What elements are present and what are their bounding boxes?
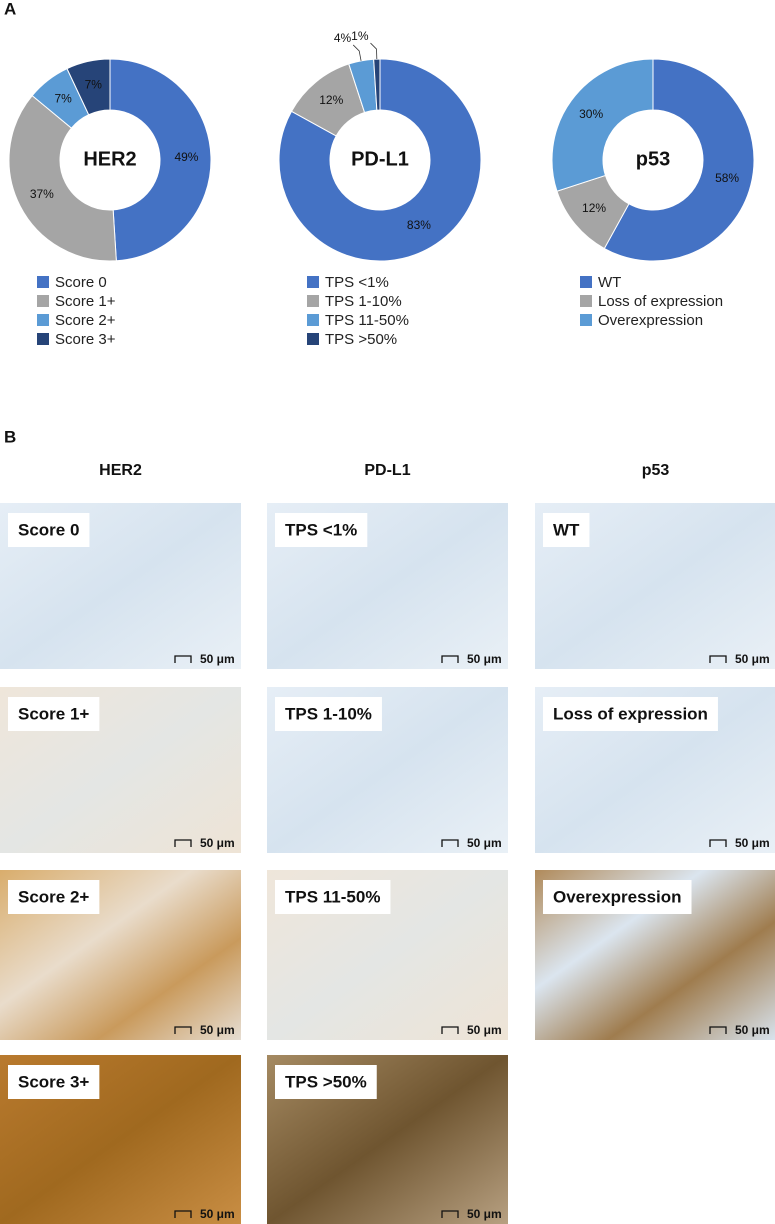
legend-label: Score 1+ (55, 293, 116, 310)
legend-swatch (37, 314, 49, 326)
legend-label: TPS <1% (325, 274, 389, 291)
legend-label: Overexpression (598, 312, 703, 329)
panel-label: B (4, 427, 16, 446)
image-label: Loss of expression (553, 704, 708, 723)
donut-segment (8, 94, 117, 262)
scale-bar (441, 839, 459, 847)
donut-segment (66, 58, 111, 116)
label-box (8, 697, 100, 731)
legend-swatch (580, 295, 592, 307)
label-box (543, 880, 692, 914)
label-box (275, 513, 368, 547)
image-label: TPS 1-10% (285, 704, 372, 723)
image-label: Score 1+ (18, 704, 89, 723)
data-label: 1% (351, 29, 369, 43)
scale-bar (441, 1210, 459, 1218)
label-box (543, 513, 590, 547)
column-title: HER2 (99, 462, 142, 479)
scale-label: 50 μm (200, 836, 235, 850)
scale-bar (441, 1026, 459, 1034)
data-label: 7% (54, 92, 72, 106)
column-title: PD-L1 (364, 462, 410, 479)
data-label: 4% (334, 31, 352, 45)
donut-segment (551, 58, 654, 192)
scale-label: 50 μm (735, 836, 770, 850)
legend-swatch (37, 333, 49, 345)
label-box (543, 697, 718, 731)
legend-label: Score 0 (55, 274, 107, 291)
donut-segment (373, 58, 381, 111)
label-box (8, 880, 100, 914)
scale-label: 50 μm (467, 652, 502, 666)
image-label: TPS 11-50% (285, 887, 380, 906)
scale-label: 50 μm (200, 1207, 235, 1221)
data-label: 49% (174, 150, 198, 164)
donut-segment (278, 58, 482, 262)
legend-swatch (37, 276, 49, 288)
data-label: 12% (319, 93, 343, 107)
scale-bar (441, 655, 459, 663)
scale-bar (709, 1026, 727, 1034)
donut-segment (603, 58, 755, 262)
label-box (275, 697, 382, 731)
image-label: TPS >50% (285, 1072, 367, 1091)
data-label: 30% (579, 107, 603, 121)
image-label: Score 0 (18, 520, 79, 539)
data-label: 83% (407, 218, 431, 232)
chart-title: HER2 (83, 148, 136, 170)
scale-bar (709, 655, 727, 663)
image-label: Score 3+ (18, 1072, 89, 1091)
scale-bar (174, 839, 192, 847)
scale-label: 50 μm (467, 1207, 502, 1221)
legend-label: TPS >50% (325, 331, 397, 348)
chart-title: PD-L1 (351, 148, 409, 170)
scale-label: 50 μm (200, 652, 235, 666)
leader-line (352, 44, 362, 61)
label-box (275, 1065, 377, 1099)
legend-swatch (580, 314, 592, 326)
image-label: Overexpression (553, 887, 682, 906)
legend-swatch (307, 295, 319, 307)
label-box (275, 880, 391, 914)
legend-swatch (37, 295, 49, 307)
leader-line (370, 42, 378, 60)
legend-swatch (307, 276, 319, 288)
legend-label: Score 2+ (55, 312, 116, 329)
scale-label: 50 μm (467, 836, 502, 850)
legend-label: WT (598, 274, 621, 291)
image-label: TPS <1% (285, 520, 357, 539)
image-label: WT (553, 520, 580, 539)
legend-swatch (307, 333, 319, 345)
legend-swatch (580, 276, 592, 288)
scale-label: 50 μm (735, 1023, 770, 1037)
data-label: 58% (715, 171, 739, 185)
data-label: 7% (85, 78, 103, 92)
legend-label: TPS 11-50% (325, 312, 409, 329)
donut-segment (109, 58, 212, 262)
scale-label: 50 μm (467, 1023, 502, 1037)
image-label: Score 2+ (18, 887, 89, 906)
scale-bar (174, 655, 192, 663)
legend-swatch (307, 314, 319, 326)
legend-label: Score 3+ (55, 331, 116, 348)
label-box (8, 513, 90, 547)
panel-label: A (4, 0, 16, 18)
legend-label: Loss of expression (598, 293, 723, 310)
data-label: 37% (30, 187, 54, 201)
label-box (8, 1065, 100, 1099)
scale-bar (709, 839, 727, 847)
chart-title: p53 (636, 148, 670, 170)
column-title: p53 (642, 462, 670, 479)
scale-bar (174, 1210, 192, 1218)
legend-label: TPS 1-10% (325, 293, 402, 310)
data-label: 12% (582, 201, 606, 215)
scale-label: 50 μm (200, 1023, 235, 1037)
scale-label: 50 μm (735, 652, 770, 666)
scale-bar (174, 1026, 192, 1034)
